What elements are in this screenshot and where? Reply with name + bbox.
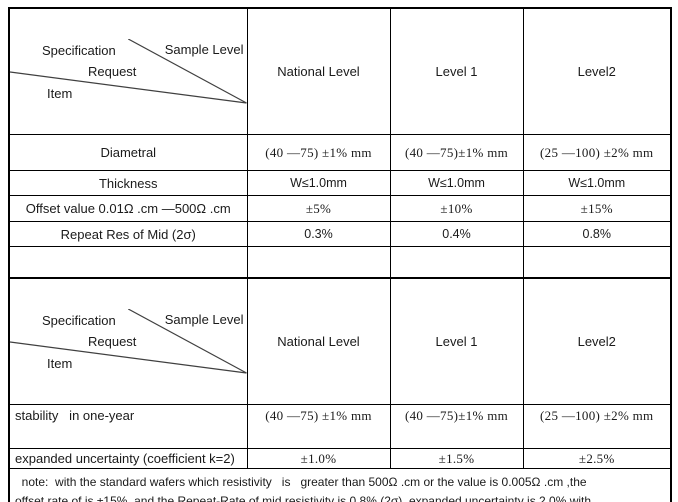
value-cell: (25 —100) ±2% mm: [522, 404, 672, 449]
value-cell: (40 —75)±1% mm: [389, 404, 524, 449]
value-cell: 0.8%: [522, 221, 672, 247]
corner-specification-label: Specification: [42, 313, 116, 328]
row-label: Thickness: [8, 170, 248, 196]
corner-request-label: Request: [88, 334, 137, 349]
row-label: Repeat Res of Mid (2σ): [8, 221, 248, 247]
value-cell: (40 —75)±1% mm: [389, 134, 524, 171]
column-header-level-2: Level2: [522, 277, 672, 405]
value-cell: 0.3%: [246, 221, 391, 247]
corner-request-label: Request: [88, 64, 137, 79]
row-offset-value: Offset value 0.01Ω .cm —500Ω .cm ±5% ±10…: [8, 195, 672, 222]
value-cell: (40 —75) ±1% mm: [246, 134, 391, 171]
corner-box: Specification Sample Level Request Item: [10, 39, 246, 104]
value-cell: W≤1.0mm: [522, 170, 672, 196]
row-label: Diametral: [8, 134, 248, 171]
row-label: Offset value 0.01Ω .cm —500Ω .cm: [8, 195, 248, 222]
column-header-level-1: Level 1: [389, 7, 524, 135]
corner-cell: Specification Sample Level Request Item: [8, 7, 248, 135]
corner-sample-level-label: Sample Level: [164, 42, 244, 57]
corner-sample-level-label: Sample Level: [164, 312, 244, 327]
diagonal-divider-lines: [10, 309, 246, 374]
value-cell: ±15%: [522, 195, 672, 222]
value-cell: 0.4%: [389, 221, 524, 247]
spec-table-2: Specification Sample Level Request Item …: [8, 277, 672, 502]
header-row: Specification Sample Level Request Item …: [8, 7, 672, 135]
row-label: expanded uncertainty (coefficient k=2): [8, 448, 248, 469]
row-diametral: Diametral (40 —75) ±1% mm (40 —75)±1% mm…: [8, 134, 672, 171]
value-cell: ±2.5%: [522, 448, 672, 469]
row-repeat-res: Repeat Res of Mid (2σ) 0.3% 0.4% 0.8%: [8, 221, 672, 247]
header-row: Specification Sample Level Request Item …: [8, 277, 672, 405]
value-cell: ±5%: [246, 195, 391, 222]
diagonal-divider-lines: [10, 39, 246, 104]
column-header-national-level: National Level: [246, 7, 391, 135]
corner-specification-label: Specification: [42, 43, 116, 58]
value-cell: ±1.5%: [389, 448, 524, 469]
corner-item-label: Item: [47, 356, 73, 371]
column-header-level-1: Level 1: [389, 277, 524, 405]
value-cell: ±1.0%: [246, 448, 391, 469]
corner-item-label: Item: [47, 86, 73, 101]
row-expanded-uncertainty: expanded uncertainty (coefficient k=2) ±…: [8, 448, 672, 469]
value-cell: (25 —100) ±2% mm: [522, 134, 672, 171]
value-cell: ±10%: [389, 195, 524, 222]
value-cell: W≤1.0mm: [246, 170, 391, 196]
row-note: note: with the standard wafers which res…: [8, 468, 672, 502]
corner-box: Specification Sample Level Request Item: [10, 309, 246, 374]
column-header-level-2: Level2: [522, 7, 672, 135]
corner-cell: Specification Sample Level Request Item: [8, 277, 248, 405]
value-cell: W≤1.0mm: [389, 170, 524, 196]
note-text: note: with the standard wafers which res…: [8, 468, 672, 502]
column-header-national-level: National Level: [246, 277, 391, 405]
row-label: stability in one-year: [8, 404, 248, 449]
row-stability: stability in one-year (40 —75) ±1% mm (4…: [8, 404, 672, 449]
value-cell: (40 —75) ±1% mm: [246, 404, 391, 449]
row-thickness: Thickness W≤1.0mm W≤1.0mm W≤1.0mm: [8, 170, 672, 196]
